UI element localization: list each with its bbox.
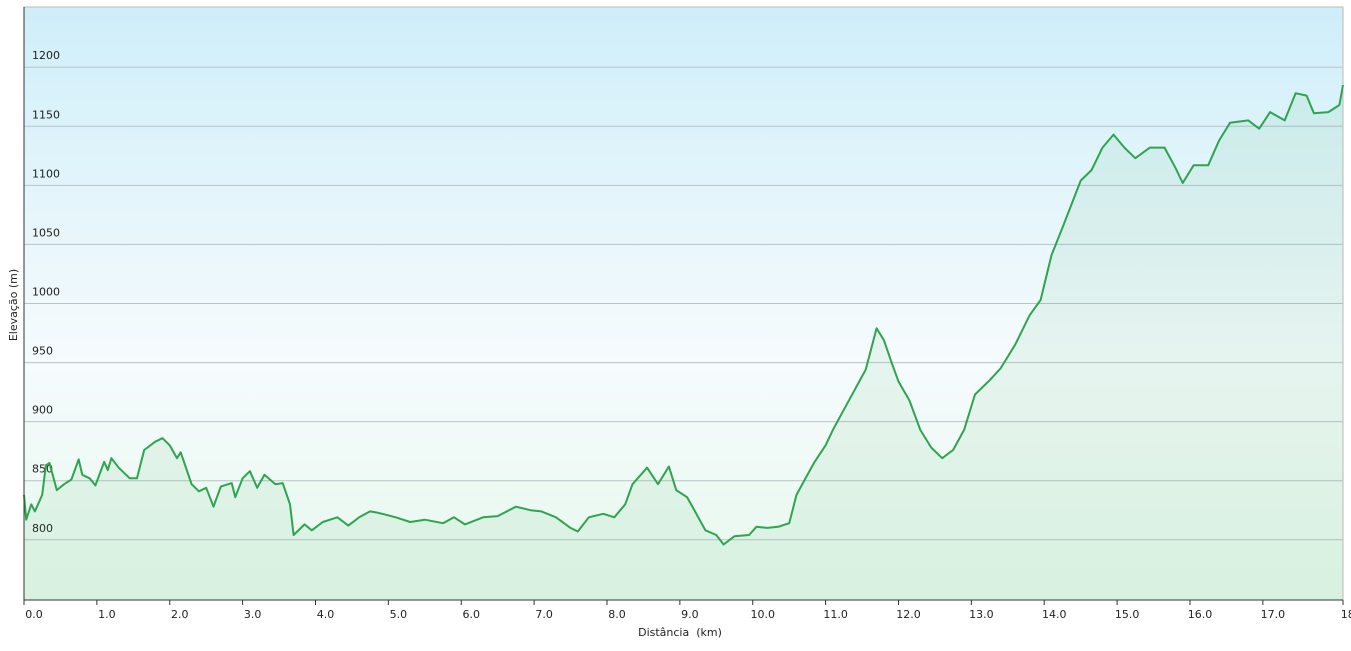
x-tick-label: 11.0 — [823, 608, 848, 621]
x-tick-label: 2.0 — [171, 608, 189, 621]
x-tick-label: 15.0 — [1115, 608, 1140, 621]
y-tick-label: 1000 — [32, 286, 60, 299]
x-tick-label: 4.0 — [317, 608, 335, 621]
x-tick-label: 9.0 — [681, 608, 699, 621]
y-tick-label: 1100 — [32, 167, 60, 180]
area — [24, 85, 1343, 600]
x-tick-label: 0.0 — [25, 608, 43, 621]
x-tick-label: 6.0 — [462, 608, 480, 621]
y-tick-label: 1150 — [32, 108, 60, 121]
x-tick-label: 3.0 — [244, 608, 262, 621]
y-tick-label: 1050 — [32, 226, 60, 239]
x-tick-label: 12.0 — [896, 608, 921, 621]
x-tick-label: 13.0 — [969, 608, 994, 621]
x-tick-label: 8.0 — [608, 608, 626, 621]
y-axis-label: Elevação (m) — [7, 269, 20, 341]
x-axis-label: Distância (km) — [638, 626, 722, 639]
x-tick-label: 17.0 — [1261, 608, 1286, 621]
line — [23, 84, 1344, 546]
y-tick-label: 800 — [32, 522, 53, 535]
y-tick-label: 1200 — [32, 49, 60, 62]
x-tick-label: 14.0 — [1042, 608, 1067, 621]
x-tick-label: 18.1 — [1341, 608, 1351, 621]
x-tick-label: 7.0 — [535, 608, 553, 621]
x-tick-label: 16.0 — [1188, 608, 1213, 621]
x-tick-label: 1.0 — [98, 608, 116, 621]
x-tick-label: 5.0 — [390, 608, 408, 621]
x-tick-label: 10.0 — [750, 608, 775, 621]
y-tick-label: 900 — [32, 404, 53, 417]
y-tick-label: 950 — [32, 345, 53, 358]
y-tick-label: 850 — [32, 463, 53, 476]
